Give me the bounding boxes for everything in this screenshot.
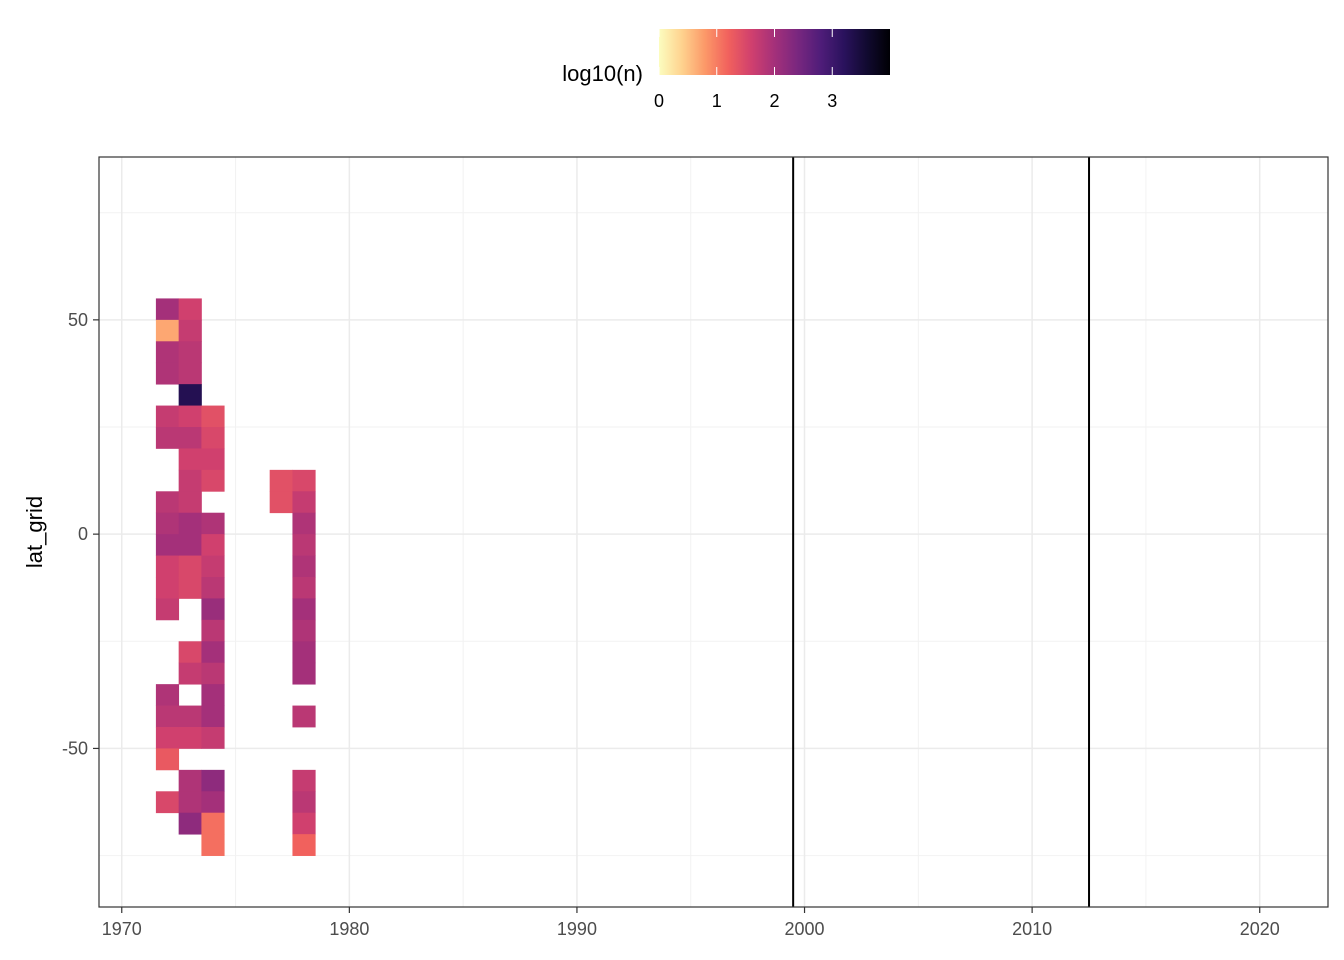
heatmap-cell xyxy=(178,577,202,599)
heatmap-cell xyxy=(155,298,180,321)
heatmap-cell xyxy=(292,512,316,535)
heatmap-cell xyxy=(201,534,225,556)
heatmap-cell xyxy=(178,341,202,364)
heatmap-cell xyxy=(155,491,180,514)
heatmap-cell xyxy=(292,577,316,599)
heatmap-cell xyxy=(178,662,202,685)
y-tick-label: -50 xyxy=(62,738,88,758)
heatmap-cell xyxy=(155,512,180,535)
heatmap-cell xyxy=(292,641,316,664)
heatmap-cell xyxy=(178,319,202,342)
heatmap-cell xyxy=(292,619,316,642)
heatmap-cell xyxy=(178,705,202,728)
heatmap-cell xyxy=(155,727,180,749)
y-tick-label: 0 xyxy=(78,524,88,544)
major-gridlines xyxy=(99,157,1328,907)
x-tick-label: 1980 xyxy=(329,919,369,939)
heatmap-cell xyxy=(155,577,180,599)
heatmap-cell xyxy=(201,812,225,835)
x-tick-label: 1970 xyxy=(102,919,142,939)
heatmap-cell xyxy=(292,812,316,835)
y-tick-label: 50 xyxy=(68,310,88,330)
heatmap-cell xyxy=(292,598,316,621)
heatmap-cell xyxy=(178,427,202,449)
heatmap-cell xyxy=(292,769,316,792)
y-axis: -50 0 50 xyxy=(62,310,99,758)
heatmap-cell xyxy=(155,705,180,728)
heatmap-cell xyxy=(155,791,180,814)
heatmap-cell xyxy=(201,834,225,856)
heatmap-cell xyxy=(178,812,202,835)
heatmap-cell xyxy=(201,469,225,492)
x-tick-label: 2020 xyxy=(1240,919,1280,939)
legend-tick-label: 3 xyxy=(827,91,837,111)
x-axis: 1970 1980 1990 2000 2010 2020 xyxy=(102,907,1280,939)
legend-ticks: 0 1 2 3 xyxy=(654,29,837,111)
heatmap-cell xyxy=(201,427,225,449)
heatmap-cell xyxy=(292,662,316,685)
x-tick-label: 2000 xyxy=(785,919,825,939)
heatmap-cell xyxy=(155,534,180,556)
heatmap-cell xyxy=(201,405,225,428)
heatmap-cells xyxy=(155,298,316,856)
plot-panel xyxy=(99,157,1328,907)
heatmap-cell xyxy=(292,555,316,578)
legend-title: log10(n) xyxy=(562,61,643,86)
heatmap-cell xyxy=(292,834,316,856)
heatmap-cell xyxy=(155,427,180,449)
heatmap-cell xyxy=(201,598,225,621)
heatmap-cell xyxy=(155,362,180,385)
legend-tick-label: 0 xyxy=(654,91,664,111)
heatmap-cell xyxy=(178,405,202,428)
heatmap-cell xyxy=(292,791,316,814)
legend-tick-label: 1 xyxy=(712,91,722,111)
heatmap-cell xyxy=(201,662,225,685)
heatmap-cell xyxy=(178,384,202,406)
heatmap-cell xyxy=(178,769,202,792)
heatmap-cell xyxy=(178,512,202,535)
heatmap-cell xyxy=(178,469,202,492)
heatmap-cell xyxy=(201,619,225,642)
heatmap-cell xyxy=(178,791,202,814)
heatmap-cell xyxy=(269,491,293,514)
x-tick-label: 1990 xyxy=(557,919,597,939)
heatmap-cell xyxy=(155,748,180,771)
heatmap-cell xyxy=(155,341,180,364)
heatmap-cell xyxy=(201,555,225,578)
heatmap-cell xyxy=(292,491,316,514)
heatmap-cell xyxy=(155,684,180,706)
x-tick-label: 2010 xyxy=(1012,919,1052,939)
heatmap-cell xyxy=(155,319,180,342)
y-axis-title: lat_grid xyxy=(22,496,47,568)
heatmap-cell xyxy=(201,705,225,728)
heatmap-cell xyxy=(178,534,202,556)
heatmap-cell xyxy=(178,641,202,664)
reference-lines xyxy=(792,157,1091,907)
plot-border xyxy=(98,156,1329,908)
heatmap-cell xyxy=(292,705,316,728)
heatmap-cell xyxy=(201,684,225,706)
heatmap-cell xyxy=(178,727,202,749)
legend-tick-label: 2 xyxy=(769,91,779,111)
heatmap-cell xyxy=(269,469,293,492)
heatmap-cell xyxy=(178,298,202,321)
heatmap-cell xyxy=(178,448,202,471)
heatmap-cell xyxy=(201,791,225,814)
heatmap-cell xyxy=(178,362,202,385)
heatmap-cell xyxy=(201,727,225,749)
heatmap-cell xyxy=(178,555,202,578)
heatmap-cell xyxy=(292,534,316,556)
heatmap-cell xyxy=(201,448,225,471)
heatmap-cell xyxy=(201,577,225,599)
heatmap-cell xyxy=(155,405,180,428)
colorbar-legend: log10(n) 0 1 2 3 xyxy=(562,29,890,111)
heatmap-cell xyxy=(155,598,180,621)
heatmap-cell xyxy=(201,769,225,792)
heatmap-cell xyxy=(178,491,202,514)
heatmap-cell xyxy=(292,469,316,492)
heatmap-cell xyxy=(201,512,225,535)
heatmap-cell xyxy=(201,641,225,664)
heatmap-cell xyxy=(155,555,180,578)
